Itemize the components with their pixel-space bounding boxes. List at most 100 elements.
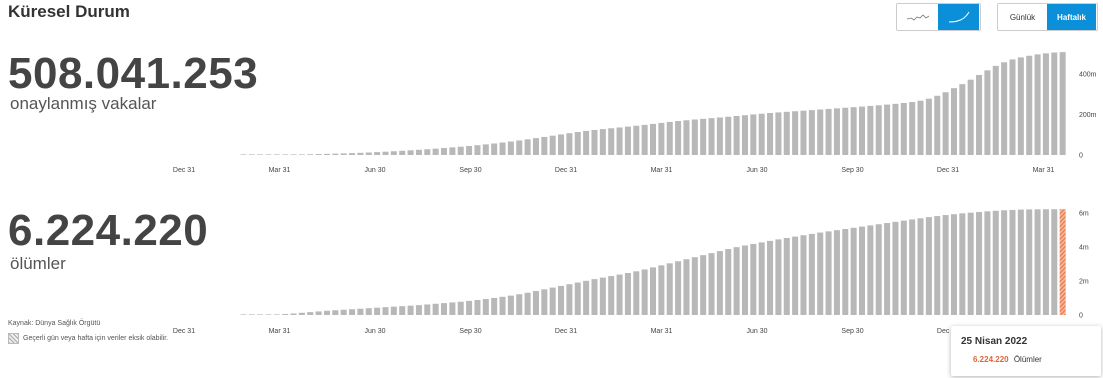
chart-bar[interactable] [725,116,732,155]
chart-bar[interactable] [415,149,422,155]
chart-bar[interactable] [733,115,740,155]
chart-bar[interactable] [884,104,891,155]
chart-bar[interactable] [290,154,297,155]
daily-button[interactable]: Günlük [998,4,1047,30]
chart-bar[interactable] [574,282,581,315]
chart-bar[interactable] [1042,209,1049,315]
chart-bar[interactable] [390,306,397,315]
chart-bar[interactable] [457,301,464,315]
daily-line-chart-button[interactable] [897,4,938,30]
chart-bar[interactable] [457,146,464,155]
chart-bar[interactable] [424,149,431,155]
chart-bar[interactable] [441,303,448,315]
chart-bar[interactable] [248,154,255,155]
chart-bar[interactable] [374,307,381,315]
chart-bar[interactable] [1017,209,1024,315]
chart-bar[interactable] [808,233,815,315]
chart-bar[interactable] [833,230,840,315]
chart-bar[interactable] [616,274,623,315]
chart-bar[interactable] [382,307,389,315]
chart-bar[interactable] [817,232,824,315]
chart-bar[interactable] [507,295,514,315]
chart-bar[interactable] [599,277,606,315]
chart-bar[interactable] [466,145,473,155]
chart-bar[interactable] [892,103,899,155]
chart-bar[interactable] [683,259,690,315]
chart-bar[interactable] [633,271,640,315]
chart-bar[interactable] [399,150,406,155]
chart-bar[interactable] [323,310,330,315]
chart-bar[interactable] [984,70,991,155]
chart-bar[interactable] [349,153,356,155]
chart-bar[interactable] [432,303,439,315]
chart-bar[interactable] [466,300,473,315]
chart-bar[interactable] [558,134,565,155]
chart-bar[interactable] [767,240,774,315]
chart-bar[interactable] [474,145,481,155]
chart-bar[interactable] [783,111,790,155]
chart-bar[interactable] [624,126,631,155]
chart-bar[interactable] [741,115,748,155]
chart-bar[interactable] [984,211,991,315]
chart-bar[interactable] [909,102,916,155]
chart-bar[interactable] [315,154,322,155]
chart-bar[interactable] [833,108,840,155]
chart-bar[interactable] [641,269,648,315]
chart-bar[interactable] [282,154,289,155]
chart-bar[interactable] [1009,209,1016,315]
chart-bar[interactable] [507,141,514,155]
chart-bar[interactable] [942,92,949,155]
chart-bar[interactable] [516,140,523,155]
chart-bar[interactable] [967,79,974,155]
chart-bar[interactable] [700,255,707,315]
chart-bar[interactable] [900,220,907,315]
chart-bar[interactable] [683,120,690,155]
chart-bar[interactable] [976,75,983,155]
chart-bar[interactable] [934,95,941,155]
chart-bar[interactable] [825,231,832,315]
chart-bar[interactable] [741,245,748,315]
chart-bar[interactable] [825,108,832,155]
chart-bar[interactable] [516,294,523,315]
chart-bar[interactable] [566,284,573,315]
chart-bar[interactable] [817,109,824,155]
chart-bar[interactable] [307,312,314,315]
chart-bar[interactable] [675,261,682,315]
chart-bar[interactable] [365,152,372,155]
chart-bar[interactable] [800,110,807,155]
chart-bar[interactable] [650,123,657,155]
chart-bar[interactable] [758,242,765,315]
chart-bar[interactable] [842,228,849,315]
chart-bar[interactable] [449,147,456,155]
chart-bar[interactable] [491,143,498,155]
chart-bar[interactable] [675,121,682,155]
chart-bar[interactable] [950,214,957,315]
chart-bar[interactable] [257,314,264,315]
chart-bar[interactable] [842,107,849,155]
chart-bar[interactable] [691,257,698,315]
chart-bar[interactable] [390,151,397,155]
chart-bar[interactable] [482,144,489,155]
chart-bar[interactable] [758,113,765,155]
chart-bar[interactable] [892,221,899,315]
chart-bar[interactable] [290,313,297,315]
chart-bar[interactable] [792,236,799,315]
chart-bar[interactable] [1026,209,1033,315]
chart-bar[interactable] [240,314,247,315]
chart-bar[interactable] [725,249,732,315]
chart-bar[interactable] [332,310,339,315]
chart-bar[interactable] [850,107,857,155]
chart-bar[interactable] [432,148,439,155]
chart-bar[interactable] [583,130,590,155]
chart-bar[interactable] [775,112,782,155]
chart-bar[interactable] [859,226,866,315]
chart-bar[interactable] [1001,210,1008,315]
chart-bar[interactable] [558,285,565,315]
chart-bar[interactable] [1042,53,1049,156]
chart-bar[interactable] [407,305,414,315]
chart-bar[interactable] [441,148,448,155]
chart-bar[interactable] [382,151,389,155]
chart-bar[interactable] [474,300,481,315]
chart-bar[interactable] [859,106,866,155]
chart-bar[interactable] [273,314,280,315]
